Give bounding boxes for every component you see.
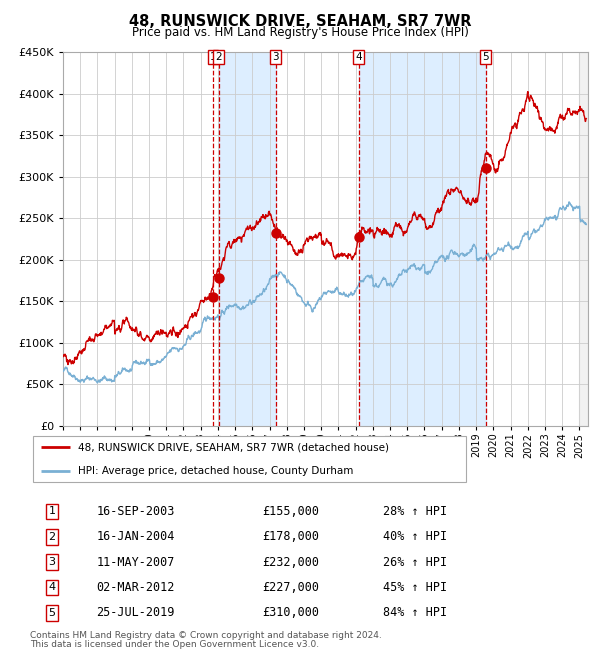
Text: 4: 4 <box>49 582 56 592</box>
Text: 11-MAY-2007: 11-MAY-2007 <box>96 556 175 569</box>
Text: Contains HM Land Registry data © Crown copyright and database right 2024.: Contains HM Land Registry data © Crown c… <box>30 630 382 640</box>
Text: £227,000: £227,000 <box>262 581 319 594</box>
Bar <box>359 52 486 426</box>
Text: HPI: Average price, detached house, County Durham: HPI: Average price, detached house, Coun… <box>77 465 353 476</box>
FancyBboxPatch shape <box>32 436 466 482</box>
Text: 25-JUL-2019: 25-JUL-2019 <box>96 606 175 619</box>
Bar <box>580 52 588 426</box>
Text: 28% ↑ HPI: 28% ↑ HPI <box>383 505 448 518</box>
Text: 2: 2 <box>49 532 56 542</box>
Text: 45% ↑ HPI: 45% ↑ HPI <box>383 581 448 594</box>
Text: 26% ↑ HPI: 26% ↑ HPI <box>383 556 448 569</box>
Text: 4: 4 <box>355 52 362 62</box>
Bar <box>218 52 276 426</box>
Text: This data is licensed under the Open Government Licence v3.0.: This data is licensed under the Open Gov… <box>30 640 319 649</box>
Text: 16-SEP-2003: 16-SEP-2003 <box>96 505 175 518</box>
Text: 3: 3 <box>49 557 56 567</box>
Text: 48, RUNSWICK DRIVE, SEAHAM, SR7 7WR: 48, RUNSWICK DRIVE, SEAHAM, SR7 7WR <box>129 14 471 29</box>
Text: 1: 1 <box>209 52 216 62</box>
Text: £310,000: £310,000 <box>262 606 319 619</box>
Text: 02-MAR-2012: 02-MAR-2012 <box>96 581 175 594</box>
Text: 84% ↑ HPI: 84% ↑ HPI <box>383 606 448 619</box>
Text: 3: 3 <box>272 52 279 62</box>
Text: 5: 5 <box>49 608 56 617</box>
Text: 16-JAN-2004: 16-JAN-2004 <box>96 530 175 543</box>
Text: 40% ↑ HPI: 40% ↑ HPI <box>383 530 448 543</box>
Text: Price paid vs. HM Land Registry's House Price Index (HPI): Price paid vs. HM Land Registry's House … <box>131 26 469 39</box>
Text: 5: 5 <box>482 52 489 62</box>
Text: 2: 2 <box>215 52 222 62</box>
Text: 1: 1 <box>49 506 56 517</box>
Text: 48, RUNSWICK DRIVE, SEAHAM, SR7 7WR (detached house): 48, RUNSWICK DRIVE, SEAHAM, SR7 7WR (det… <box>77 442 389 452</box>
Text: £178,000: £178,000 <box>262 530 319 543</box>
Text: £155,000: £155,000 <box>262 505 319 518</box>
Text: £232,000: £232,000 <box>262 556 319 569</box>
